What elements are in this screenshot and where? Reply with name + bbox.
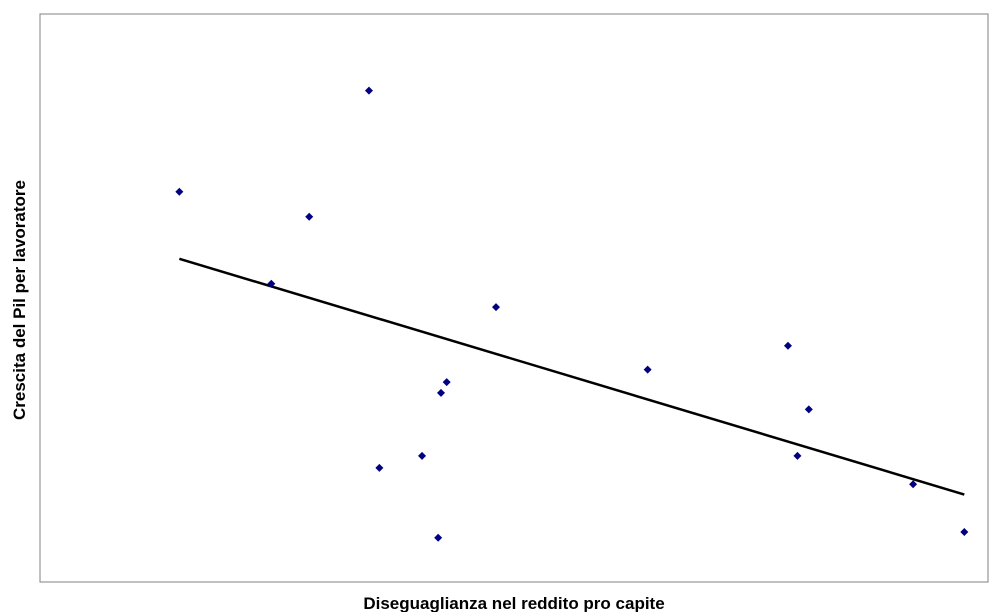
data-point-5 xyxy=(491,303,500,312)
y-axis-label: Crescita del Pil per lavoratore xyxy=(10,180,29,420)
data-point-6 xyxy=(442,378,451,387)
data-point-3 xyxy=(305,212,314,221)
data-point-14 xyxy=(909,480,918,489)
data-point-2 xyxy=(364,86,373,95)
data-point-13 xyxy=(418,451,427,460)
data-point-11 xyxy=(793,451,802,460)
data-point-9 xyxy=(783,341,792,350)
data-point-15 xyxy=(960,528,969,537)
data-point-12 xyxy=(375,463,384,472)
points-layer xyxy=(175,86,969,542)
trendline-layer xyxy=(178,257,965,496)
data-point-1 xyxy=(175,187,184,196)
x-axis-label: Diseguaglianza nel reddito pro capite xyxy=(363,594,664,612)
data-point-4 xyxy=(267,279,276,288)
data-point-8 xyxy=(643,365,652,374)
trendline xyxy=(178,257,965,496)
data-point-10 xyxy=(804,405,813,414)
data-point-7 xyxy=(437,388,446,397)
data-point-16 xyxy=(434,533,443,542)
plot-area-border xyxy=(39,13,989,583)
